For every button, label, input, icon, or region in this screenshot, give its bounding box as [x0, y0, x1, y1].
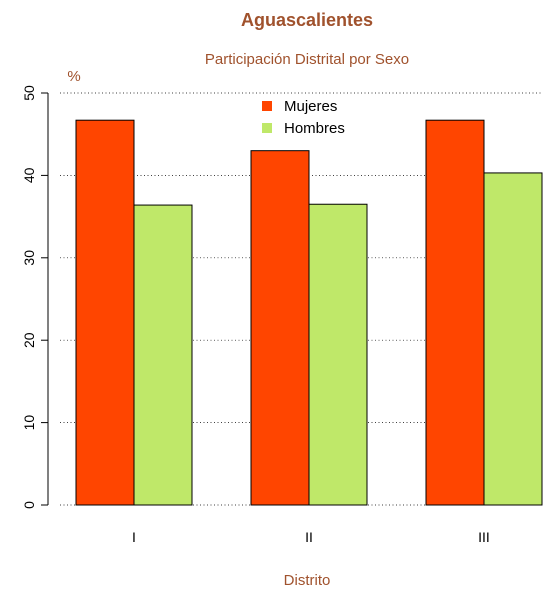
legend-swatch-hombres — [262, 123, 272, 133]
legend: Mujeres Hombres — [262, 98, 345, 137]
y-tick-label: 30 — [21, 250, 37, 266]
legend-label-hombres: Hombres — [284, 120, 345, 137]
x-tick-label: III — [478, 529, 490, 545]
legend-label-mujeres: Mujeres — [284, 98, 337, 115]
bars — [75, 119, 543, 506]
y-tick-label: 50 — [21, 85, 37, 101]
y-tick-label: 0 — [21, 501, 37, 509]
bar-hombres-iii — [483, 172, 543, 506]
x-axis-label: Distrito — [284, 572, 331, 589]
bar-mujeres-iii — [425, 119, 485, 506]
bar-mujeres-i — [75, 119, 135, 506]
x-tick-label: II — [305, 529, 313, 545]
x-tick-label: I — [132, 529, 136, 545]
bar-hombres-i — [133, 204, 193, 506]
chart-subtitle: Participación Distrital por Sexo — [205, 51, 409, 68]
bar-hombres-ii — [308, 203, 368, 506]
y-tick-label: 10 — [21, 415, 37, 431]
y-tick-label: 40 — [21, 167, 37, 183]
y-tick-label: 20 — [21, 332, 37, 348]
bar-mujeres-ii — [250, 150, 310, 506]
legend-swatch-mujeres — [262, 101, 272, 111]
chart-title: Aguascalientes — [241, 10, 373, 30]
y-axis-unit: % — [67, 68, 80, 85]
